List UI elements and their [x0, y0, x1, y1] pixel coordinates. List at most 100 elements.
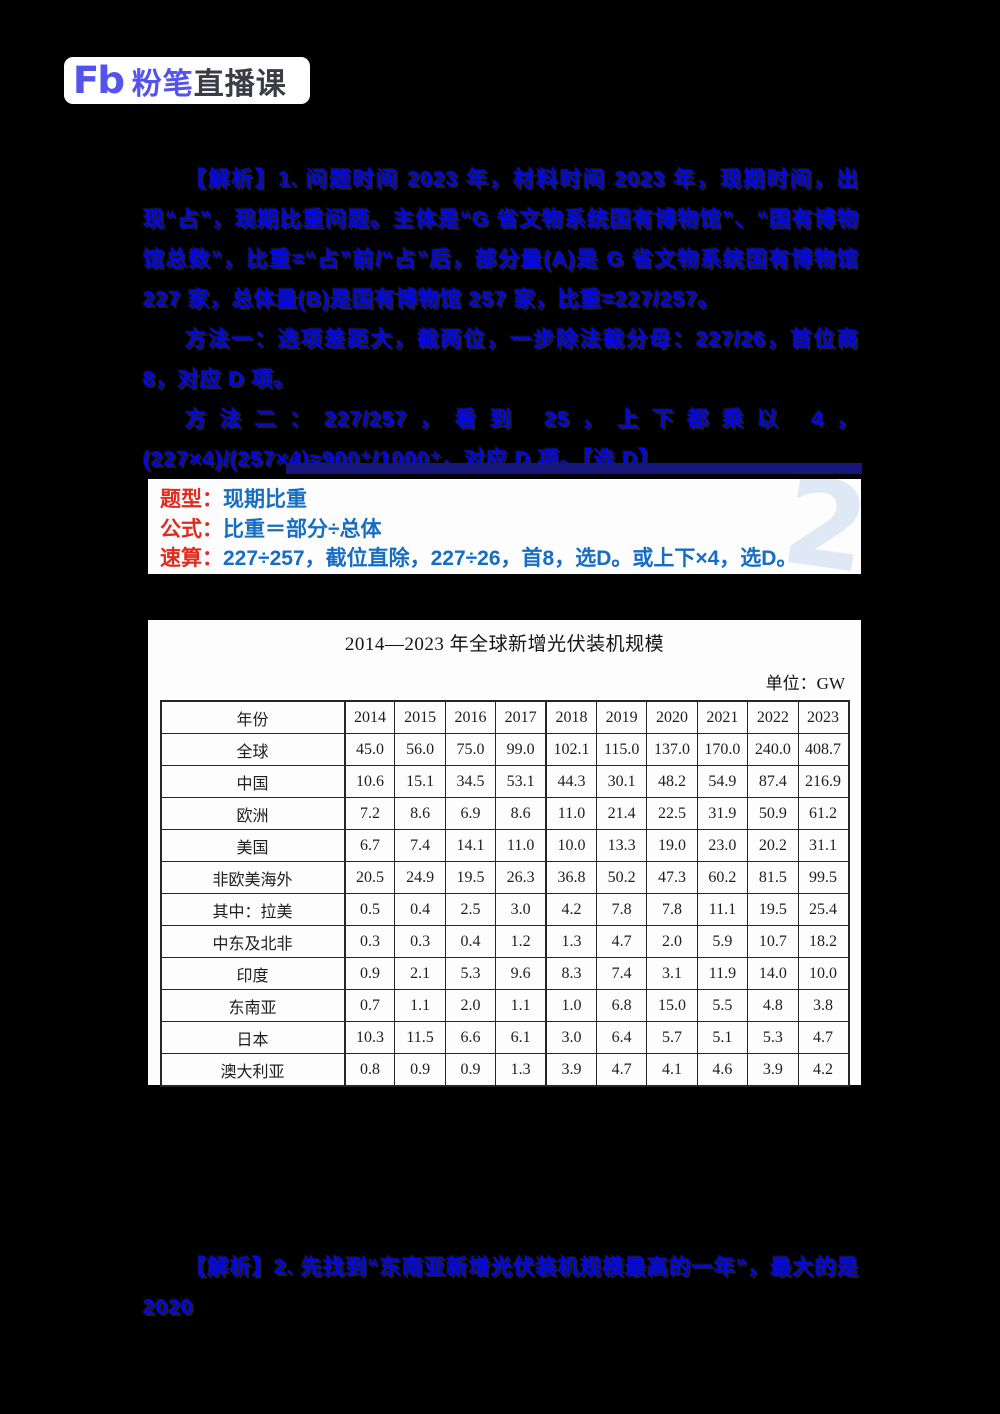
table-cell: 1.3 [495, 1053, 547, 1087]
table-cell: 3.1 [646, 957, 698, 990]
table-cell: 13.3 [595, 829, 648, 862]
table-cell: 50.9 [747, 797, 799, 830]
table-cell: 6.1 [495, 1021, 547, 1054]
pv-table-card: 2014—2023 年全球新增光伏装机规模 单位：GW 年份 2014 2015 20… [148, 620, 861, 1087]
table-cell: 0.3 [394, 925, 446, 958]
table-cell: 8.3 [545, 957, 597, 990]
table-cell: 8.6 [495, 797, 547, 830]
table-cell: 1.1 [394, 989, 446, 1022]
table-cell: 44.3 [545, 765, 597, 798]
fenbi-logo-icon: Fb [72, 59, 125, 102]
table-cell: 3.0 [495, 893, 547, 926]
table-cell: 2.5 [444, 893, 497, 926]
pv-table: 年份 2014 2015 2016 2017 2018 2019 2020 2021 2022 20… [159, 700, 850, 1087]
table-cell: 4.7 [595, 925, 648, 958]
table-cell: 81.5 [747, 861, 799, 894]
table-title: 2014—2023 年全球新增光伏装机规模 [344, 634, 665, 655]
table-cell: 10.0 [545, 829, 597, 862]
table-cell: 10.0 [797, 957, 850, 990]
table-cell: 11.0 [495, 829, 547, 862]
table-row-label: 中国 [160, 765, 346, 798]
table-cell: 0.5 [343, 893, 396, 926]
table-row: 美国 6.7 7.4 14.1 11.0 10.0 13.3 19.0 23.0 20.2 31.1 [160, 829, 850, 862]
table-unit: 单位：GW [765, 674, 845, 693]
highlight-bar [286, 463, 862, 474]
table-cell: 20.2 [747, 829, 799, 862]
table-cell: 14.0 [747, 957, 799, 990]
table-row-label: 全球 [160, 733, 346, 766]
table-cell: 3.9 [545, 1053, 597, 1087]
table-row: 中国 10.6 15.1 34.5 53.1 44.3 30.1 48.2 54.9 87.4 21… [160, 765, 850, 798]
table-cell: 75.0 [444, 733, 497, 766]
table-cell: 6.4 [595, 1021, 648, 1054]
pv-table-body: 全球 45.0 56.0 75.0 99.0 102.1 115.0 137.0 170.0 24… [160, 733, 850, 1087]
table-cell: 31.9 [696, 797, 749, 830]
table-cell: 7.2 [343, 797, 396, 830]
table-cell: 10.7 [747, 925, 799, 958]
table-row-label: 中东及北非 [160, 925, 346, 958]
analysis-q2-paragraph1: 【解析】2. 先找到“东南亚新增光伏装机规模最高的一年”，最大的是 2020 [143, 1256, 859, 1319]
table-cell: 3.8 [797, 989, 850, 1022]
table-header-cell: 2017 [495, 700, 547, 734]
logo-suffix-text: 直播课 [193, 67, 287, 101]
table-cell: 20.5 [343, 861, 396, 894]
table-cell: 2.1 [394, 957, 446, 990]
table-cell: 11.5 [394, 1021, 446, 1054]
table-header-cell: 2023 [797, 700, 850, 734]
table-cell: 11.9 [696, 957, 749, 990]
table-cell: 240.0 [747, 733, 799, 766]
table-row-label: 印度 [160, 957, 346, 990]
table-row: 澳大利亚 0.8 0.9 0.9 1.3 3.9 4.7 4.1 4.6 3.9 4.2 [160, 1053, 850, 1087]
table-cell: 4.7 [595, 1053, 648, 1087]
table-cell: 7.8 [595, 893, 648, 926]
table-row-label: 东南亚 [160, 989, 346, 1022]
table-cell: 10.6 [343, 765, 396, 798]
table-header-cell: 2016 [444, 700, 497, 734]
summary-quickcalc-value: 227÷257，截位直除，227÷26，首8，选D。或上下×4，选D。 [223, 547, 798, 570]
table-cell: 0.4 [394, 893, 446, 926]
summary-type-label: 题型： [160, 488, 223, 511]
table-cell: 2.0 [444, 989, 497, 1022]
summary-type-value: 现期比重 [223, 488, 307, 511]
table-cell: 5.5 [696, 989, 749, 1022]
table-cell: 45.0 [343, 733, 396, 766]
table-cell: 87.4 [747, 765, 799, 798]
table-cell: 0.8 [343, 1053, 396, 1087]
table-cell: 36.8 [545, 861, 597, 894]
table-cell: 53.1 [495, 765, 547, 798]
table-cell: 4.8 [747, 989, 799, 1022]
table-cell: 31.1 [797, 829, 850, 862]
table-cell: 3.0 [545, 1021, 597, 1054]
table-header-cell: 2015 [394, 700, 446, 734]
table-cell: 14.1 [444, 829, 497, 862]
table-cell: 5.1 [696, 1021, 749, 1054]
table-cell: 115.0 [595, 733, 648, 766]
table-row-label: 日本 [160, 1021, 346, 1054]
summary-row-type: 题型：现期比重 [160, 485, 861, 515]
summary-row-formula: 公式：比重＝部分÷总体 [160, 515, 861, 545]
table-cell: 9.6 [495, 957, 547, 990]
table-cell: 47.3 [646, 861, 698, 894]
table-cell: 50.2 [595, 861, 648, 894]
table-cell: 19.5 [747, 893, 799, 926]
table-cell: 61.2 [797, 797, 850, 830]
table-cell: 1.2 [495, 925, 547, 958]
table-cell: 4.7 [797, 1021, 850, 1054]
table-cell: 5.7 [646, 1021, 698, 1054]
table-cell: 26.3 [495, 861, 547, 894]
table-cell: 137.0 [646, 733, 698, 766]
table-row-label: 其中：拉美 [160, 893, 346, 926]
logo-brand-text: 粉笔 [131, 67, 194, 101]
table-header-cell: 2018 [545, 700, 597, 734]
table-cell: 4.2 [797, 1053, 850, 1087]
table-row: 印度 0.9 2.1 5.3 9.6 8.3 7.4 3.1 11.9 14.0 10.0 [160, 957, 850, 990]
summary-formula-label: 公式： [160, 517, 223, 541]
table-cell: 11.0 [545, 797, 597, 830]
table-cell: 7.4 [394, 829, 446, 862]
summary-row-quickcalc: 速算：227÷257，截位直除，227÷26，首8，选D。或上下×4，选D。 [160, 544, 861, 574]
table-cell: 54.9 [696, 765, 749, 798]
table-cell: 48.2 [646, 765, 698, 798]
table-cell: 4.1 [646, 1053, 698, 1087]
table-cell: 11.1 [696, 893, 749, 926]
